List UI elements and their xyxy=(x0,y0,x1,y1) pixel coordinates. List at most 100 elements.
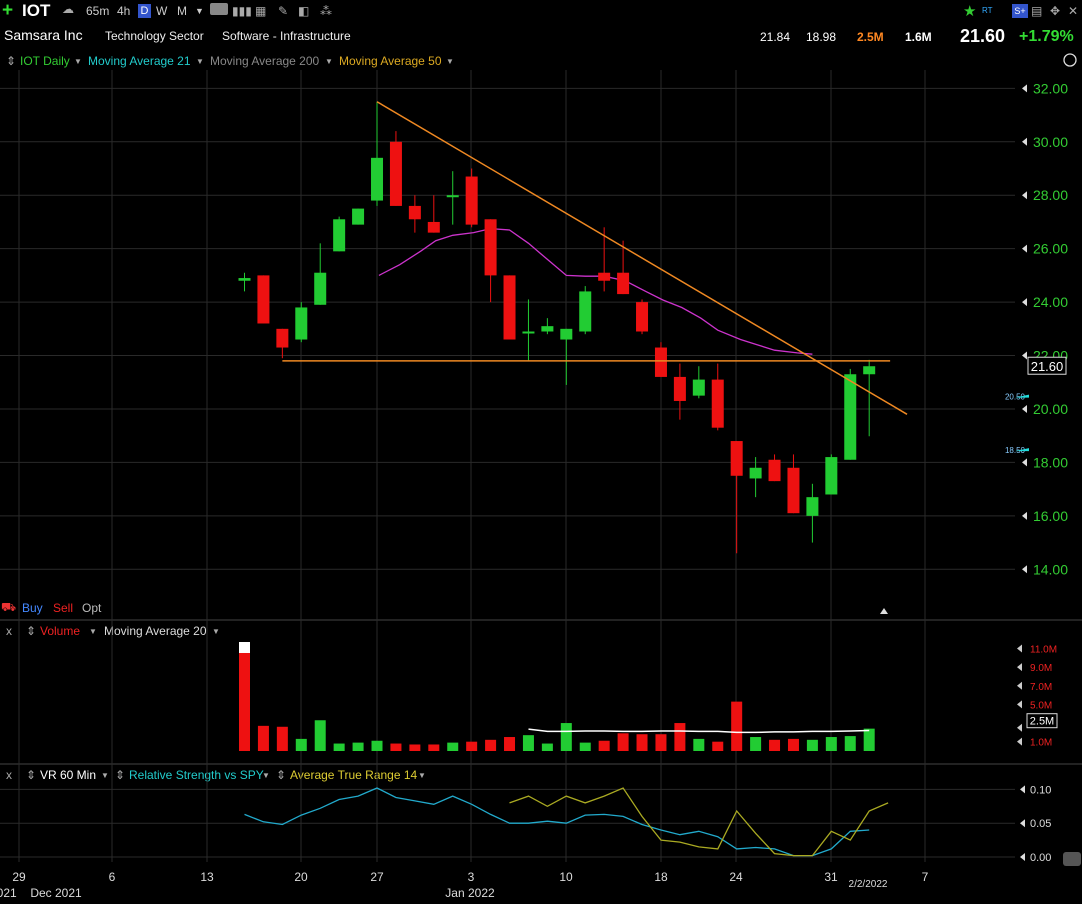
scroll-right-button[interactable] xyxy=(1063,852,1081,866)
opt-button[interactable]: Opt xyxy=(82,601,102,615)
candle xyxy=(484,219,497,303)
symbol-label[interactable]: IOT xyxy=(22,1,51,20)
chart-type-icon[interactable] xyxy=(210,3,228,15)
candle xyxy=(579,286,592,335)
candle-body xyxy=(730,441,743,476)
sector-label[interactable]: Technology Sector xyxy=(105,29,204,43)
legend-dropdown-icon[interactable]: ▼ xyxy=(89,627,97,636)
change-value: +1.79% xyxy=(1019,28,1074,45)
settings-icon[interactable]: ▦ xyxy=(255,4,267,18)
close-volume-pane[interactable]: x xyxy=(6,624,12,638)
close-indicator-pane[interactable]: x xyxy=(6,768,12,782)
move-icon[interactable]: ✥ xyxy=(1050,4,1061,18)
candle-body xyxy=(446,195,459,198)
industry-label[interactable]: Software - Infrastructure xyxy=(222,29,351,43)
candle-body xyxy=(863,366,876,375)
sell-button[interactable]: Sell xyxy=(53,601,74,615)
legend-series[interactable]: IOT Daily xyxy=(20,54,70,68)
candle xyxy=(257,275,270,324)
candle xyxy=(636,299,649,335)
volume-bar xyxy=(333,743,345,751)
high-value: 21.84 xyxy=(760,30,791,44)
candle xyxy=(692,366,705,399)
favorite-star-icon[interactable]: ★ xyxy=(963,3,977,20)
legend-dropdown-icon[interactable]: ▼ xyxy=(212,627,220,636)
candle xyxy=(730,441,743,554)
x-tick-label: 29 xyxy=(12,870,26,884)
timeframe-dropdown-icon[interactable]: ▼ xyxy=(195,6,204,16)
legend-dropdown-icon[interactable]: ▼ xyxy=(262,771,270,780)
volume-bar xyxy=(390,743,402,751)
volume-bar xyxy=(409,744,421,751)
candle xyxy=(768,454,781,482)
candle-body xyxy=(541,326,554,332)
candle-body xyxy=(295,307,308,340)
alert-marker-icon[interactable] xyxy=(1015,448,1029,452)
legend-dropdown-icon[interactable]: ▼ xyxy=(74,57,82,66)
legend-arrows-icon[interactable]: ⇕ xyxy=(115,768,126,782)
trade-icon[interactable]: ⛟ xyxy=(1,600,17,614)
volume-bar xyxy=(276,726,288,751)
volume-bar xyxy=(598,740,610,751)
x-tick-label: 18 xyxy=(654,870,668,884)
legend-dropdown-icon[interactable]: ▼ xyxy=(325,57,333,66)
candle-body xyxy=(371,157,384,201)
legend-arrows-icon[interactable]: ⇕ xyxy=(26,768,37,782)
y-tick-marker-icon xyxy=(1022,137,1027,146)
volume-tick-marker-icon xyxy=(1017,681,1022,690)
legend-ma21[interactable]: Moving Average 21 xyxy=(88,54,191,68)
legend-dropdown-icon[interactable]: ▼ xyxy=(446,57,454,66)
alert-marker-icon[interactable] xyxy=(1015,394,1029,398)
timeframe-d[interactable]: D xyxy=(138,4,151,18)
close-icon[interactable]: ✕ xyxy=(1068,4,1079,18)
volume-tick-marker-icon xyxy=(1017,737,1022,746)
current-price-tag-label: 21.60 xyxy=(1031,359,1064,374)
legend-ma50[interactable]: Moving Average 50 xyxy=(339,54,442,68)
scroll-marker-icon[interactable] xyxy=(880,608,888,614)
legend-arrows-icon[interactable]: ⇕ xyxy=(6,54,17,68)
legend-dropdown-icon[interactable]: ▼ xyxy=(418,771,426,780)
legend-vr[interactable]: VR 60 Min xyxy=(40,768,97,782)
volume-y-tick-label: 11.0M xyxy=(1030,645,1057,656)
candle xyxy=(654,342,667,377)
candle xyxy=(408,195,421,233)
y-tick-marker-icon xyxy=(1022,404,1027,413)
volume-current-tag xyxy=(1026,713,1058,729)
resistance-trendline[interactable] xyxy=(376,101,908,415)
volume-y-tick-label: 5.0M xyxy=(1030,700,1052,711)
earnings-icon[interactable] xyxy=(1063,53,1077,67)
s-plus-button[interactable]: S+ xyxy=(1012,4,1028,18)
draw-icon[interactable]: ✎ xyxy=(278,4,289,18)
timeframe-4h[interactable]: 4h xyxy=(117,4,131,18)
buy-button[interactable]: Buy xyxy=(22,601,43,615)
legend-dropdown-icon[interactable]: ▼ xyxy=(101,771,109,780)
volume-bar xyxy=(560,723,572,751)
timeframe-m[interactable]: M xyxy=(177,4,187,18)
x-tick-label: 13 xyxy=(200,870,214,884)
timeframe-65m[interactable]: 65m xyxy=(86,4,110,18)
legend-volume-ma[interactable]: Moving Average 20 xyxy=(104,624,207,638)
candle xyxy=(825,454,838,495)
rs-line xyxy=(244,787,870,857)
timeframe-w[interactable]: W xyxy=(156,4,168,18)
volume-bar xyxy=(806,739,818,751)
bar-style-icon[interactable]: ▮▮▮ xyxy=(232,4,252,18)
volume-y-tick-label: 7.0M xyxy=(1030,682,1052,693)
share-icon[interactable]: ⁂ xyxy=(320,4,332,18)
x-month-label: Dec 2021 xyxy=(30,886,82,900)
legend-dropdown-icon[interactable]: ▼ xyxy=(196,57,204,66)
candle xyxy=(333,216,346,252)
legend-arrows-icon[interactable]: ⇕ xyxy=(276,768,287,782)
legend-ma200[interactable]: Moving Average 200 xyxy=(210,54,320,68)
legend-rs[interactable]: Relative Strength vs SPY xyxy=(129,768,264,782)
rt-label[interactable]: RT xyxy=(982,6,993,15)
quote-icon[interactable]: ☁ xyxy=(62,2,74,16)
layout-icon[interactable]: ◧ xyxy=(298,4,310,18)
legend-arrows-icon[interactable]: ⇕ xyxy=(26,624,37,638)
legend-volume[interactable]: Volume xyxy=(40,624,81,638)
add-symbol-icon[interactable]: + xyxy=(2,0,14,21)
candle-body xyxy=(333,219,346,252)
legend-atr[interactable]: Average True Range 14 xyxy=(290,768,418,782)
print-icon[interactable]: ▤ xyxy=(1031,4,1043,18)
